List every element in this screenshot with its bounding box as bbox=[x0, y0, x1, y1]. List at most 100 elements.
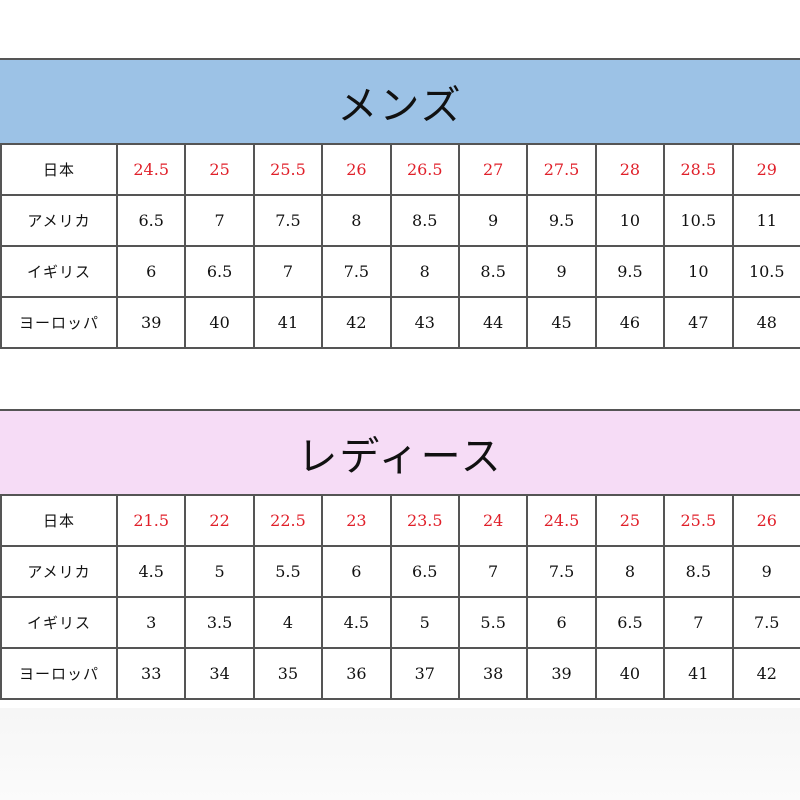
size-cell: 29 bbox=[731, 143, 800, 196]
size-cell: 26 bbox=[321, 143, 392, 196]
size-cell: 40 bbox=[594, 647, 666, 700]
row-label: アメリカ bbox=[0, 545, 118, 598]
womens-size-section: レディース 日本 21.5 22 22.5 23 23.5 24 24.5 25 25.5 26 アメ… bbox=[0, 409, 800, 700]
table-row: ヨーロッパ 39 40 41 42 43 44 45 46 47 48 bbox=[0, 296, 800, 349]
size-cell: 8.5 bbox=[663, 545, 734, 598]
womens-title-band: レディース bbox=[0, 409, 800, 494]
size-cell: 25 bbox=[594, 494, 666, 547]
size-cell: 5 bbox=[184, 545, 255, 598]
size-cell: 23 bbox=[321, 494, 392, 547]
size-cell: 43 bbox=[389, 296, 460, 349]
size-cell: 9 bbox=[731, 545, 800, 598]
row-label: イギリス bbox=[0, 596, 118, 649]
size-cell: 7.5 bbox=[252, 194, 324, 247]
size-cell: 24.5 bbox=[526, 494, 597, 547]
size-cell: 25.5 bbox=[663, 494, 734, 547]
mens-title: メンズ bbox=[337, 82, 463, 129]
size-cell: 24 bbox=[457, 494, 529, 547]
size-cell: 7.5 bbox=[526, 545, 597, 598]
size-cell: 5.5 bbox=[252, 545, 324, 598]
size-cell: 39 bbox=[526, 647, 597, 700]
row-label: ヨーロッパ bbox=[0, 296, 118, 349]
size-cell: 44 bbox=[457, 296, 529, 349]
mens-title-band: メンズ bbox=[0, 58, 800, 143]
size-cell: 10.5 bbox=[663, 194, 734, 247]
size-cell: 23.5 bbox=[389, 494, 460, 547]
size-cell: 5 bbox=[389, 596, 460, 649]
size-cell: 39 bbox=[115, 296, 187, 349]
row-label: 日本 bbox=[0, 143, 118, 196]
size-cell: 9.5 bbox=[594, 245, 666, 298]
size-cell: 46 bbox=[594, 296, 666, 349]
size-cell: 7 bbox=[252, 245, 324, 298]
size-cell: 7 bbox=[457, 545, 529, 598]
size-cell: 48 bbox=[731, 296, 800, 349]
size-cell: 7.5 bbox=[731, 596, 800, 649]
size-cell: 6.5 bbox=[115, 194, 187, 247]
size-cell: 33 bbox=[115, 647, 187, 700]
size-cell: 27 bbox=[457, 143, 529, 196]
size-cell: 45 bbox=[526, 296, 597, 349]
size-cell: 3 bbox=[115, 596, 187, 649]
size-cell: 38 bbox=[457, 647, 529, 700]
size-cell: 5.5 bbox=[457, 596, 529, 649]
row-label: 日本 bbox=[0, 494, 118, 547]
size-cell: 8 bbox=[321, 194, 392, 247]
table-row: イギリス 6 6.5 7 7.5 8 8.5 9 9.5 10 10.5 bbox=[0, 245, 800, 298]
size-cell: 6.5 bbox=[594, 596, 666, 649]
size-cell: 4 bbox=[252, 596, 324, 649]
size-cell: 22.5 bbox=[252, 494, 324, 547]
size-cell: 42 bbox=[321, 296, 392, 349]
table-row: アメリカ 6.5 7 7.5 8 8.5 9 9.5 10 10.5 11 bbox=[0, 194, 800, 247]
size-cell: 42 bbox=[731, 647, 800, 700]
size-cell: 24.5 bbox=[115, 143, 187, 196]
size-cell: 8.5 bbox=[389, 194, 460, 247]
background-bottom bbox=[0, 708, 800, 800]
size-cell: 8 bbox=[594, 545, 666, 598]
womens-size-table: 日本 21.5 22 22.5 23 23.5 24 24.5 25 25.5 26 アメリカ 4.5 5… bbox=[0, 494, 800, 700]
size-cell: 10 bbox=[663, 245, 734, 298]
size-cell: 7.5 bbox=[321, 245, 392, 298]
size-cell: 8 bbox=[389, 245, 460, 298]
size-cell: 22 bbox=[184, 494, 255, 547]
size-cell: 6 bbox=[321, 545, 392, 598]
size-cell: 25.5 bbox=[252, 143, 324, 196]
size-cell: 40 bbox=[184, 296, 255, 349]
row-label: アメリカ bbox=[0, 194, 118, 247]
size-cell: 9 bbox=[457, 194, 529, 247]
size-cell: 4.5 bbox=[321, 596, 392, 649]
size-cell: 11 bbox=[731, 194, 800, 247]
size-cell: 25 bbox=[184, 143, 255, 196]
table-row: イギリス 3 3.5 4 4.5 5 5.5 6 6.5 7 7.5 bbox=[0, 596, 800, 649]
size-cell: 7 bbox=[184, 194, 255, 247]
size-cell: 35 bbox=[252, 647, 324, 700]
size-cell: 21.5 bbox=[115, 494, 187, 547]
size-cell: 6 bbox=[526, 596, 597, 649]
size-cell: 47 bbox=[663, 296, 734, 349]
size-cell: 28 bbox=[594, 143, 666, 196]
row-label: イギリス bbox=[0, 245, 118, 298]
mens-size-section: メンズ 日本 24.5 25 25.5 26 26.5 27 27.5 28 28.5 29 アメリカ… bbox=[0, 58, 800, 349]
size-cell: 27.5 bbox=[526, 143, 597, 196]
row-label: ヨーロッパ bbox=[0, 647, 118, 700]
size-cell: 28.5 bbox=[663, 143, 734, 196]
size-cell: 3.5 bbox=[184, 596, 255, 649]
size-cell: 34 bbox=[184, 647, 255, 700]
size-cell: 4.5 bbox=[115, 545, 187, 598]
size-cell: 26.5 bbox=[389, 143, 460, 196]
size-cell: 6.5 bbox=[184, 245, 255, 298]
size-cell: 9 bbox=[526, 245, 597, 298]
table-row: 日本 24.5 25 25.5 26 26.5 27 27.5 28 28.5 29 bbox=[0, 143, 800, 196]
womens-title: レディース bbox=[297, 433, 503, 480]
size-cell: 41 bbox=[663, 647, 734, 700]
table-row: ヨーロッパ 33 34 35 36 37 38 39 40 41 42 bbox=[0, 647, 800, 700]
size-cell: 10.5 bbox=[731, 245, 800, 298]
mens-size-table: 日本 24.5 25 25.5 26 26.5 27 27.5 28 28.5 29 アメリカ 6.5 7… bbox=[0, 143, 800, 349]
size-cell: 37 bbox=[389, 647, 460, 700]
size-cell: 6 bbox=[115, 245, 187, 298]
size-cell: 10 bbox=[594, 194, 666, 247]
table-row: アメリカ 4.5 5 5.5 6 6.5 7 7.5 8 8.5 9 bbox=[0, 545, 800, 598]
size-cell: 26 bbox=[731, 494, 800, 547]
size-cell: 7 bbox=[663, 596, 734, 649]
size-cell: 6.5 bbox=[389, 545, 460, 598]
